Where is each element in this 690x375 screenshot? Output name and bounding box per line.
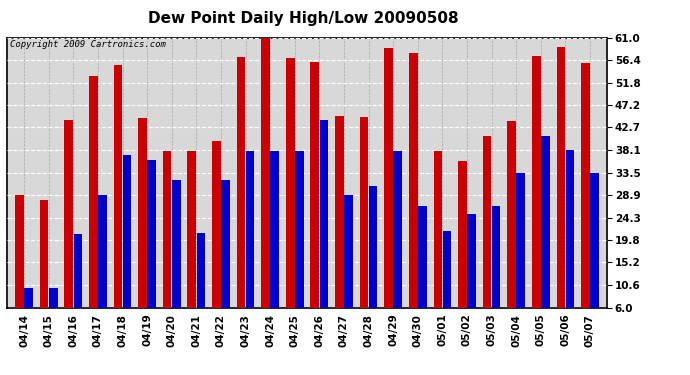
Bar <box>409 53 417 337</box>
Bar <box>89 76 98 337</box>
Bar <box>384 48 393 337</box>
Bar <box>335 116 344 337</box>
Bar <box>15 195 24 337</box>
Bar <box>148 160 156 337</box>
Bar <box>295 151 304 337</box>
Bar <box>458 161 466 337</box>
Bar <box>507 122 516 337</box>
Bar <box>344 195 353 337</box>
Bar <box>359 117 368 337</box>
Bar <box>492 206 500 337</box>
Bar <box>310 62 319 337</box>
Bar <box>557 47 565 337</box>
Bar <box>566 150 574 337</box>
Bar <box>442 231 451 337</box>
Bar <box>270 151 279 337</box>
Bar <box>467 214 476 337</box>
Bar <box>393 151 402 337</box>
Bar <box>212 141 221 337</box>
Bar <box>418 206 426 337</box>
Bar <box>163 151 172 337</box>
Bar <box>64 120 73 337</box>
Bar <box>590 172 599 337</box>
Bar <box>40 200 48 337</box>
Bar <box>49 288 57 337</box>
Bar <box>237 57 246 337</box>
Bar <box>246 151 255 337</box>
Bar <box>172 180 181 337</box>
Bar <box>368 186 377 337</box>
Bar <box>541 136 550 337</box>
Bar <box>319 120 328 337</box>
Bar <box>286 58 295 337</box>
Bar <box>197 233 205 337</box>
Bar <box>516 172 525 337</box>
Bar <box>188 151 196 337</box>
Text: Dew Point Daily High/Low 20090508: Dew Point Daily High/Low 20090508 <box>148 11 459 26</box>
Bar <box>221 180 230 337</box>
Bar <box>532 56 540 337</box>
Bar <box>98 195 107 337</box>
Text: Copyright 2009 Cartronics.com: Copyright 2009 Cartronics.com <box>10 40 166 49</box>
Bar <box>114 65 122 337</box>
Bar <box>123 155 131 337</box>
Bar <box>433 151 442 337</box>
Bar <box>138 118 147 337</box>
Bar <box>74 234 82 337</box>
Bar <box>483 136 491 337</box>
Bar <box>24 288 33 337</box>
Bar <box>581 63 590 337</box>
Bar <box>262 38 270 337</box>
